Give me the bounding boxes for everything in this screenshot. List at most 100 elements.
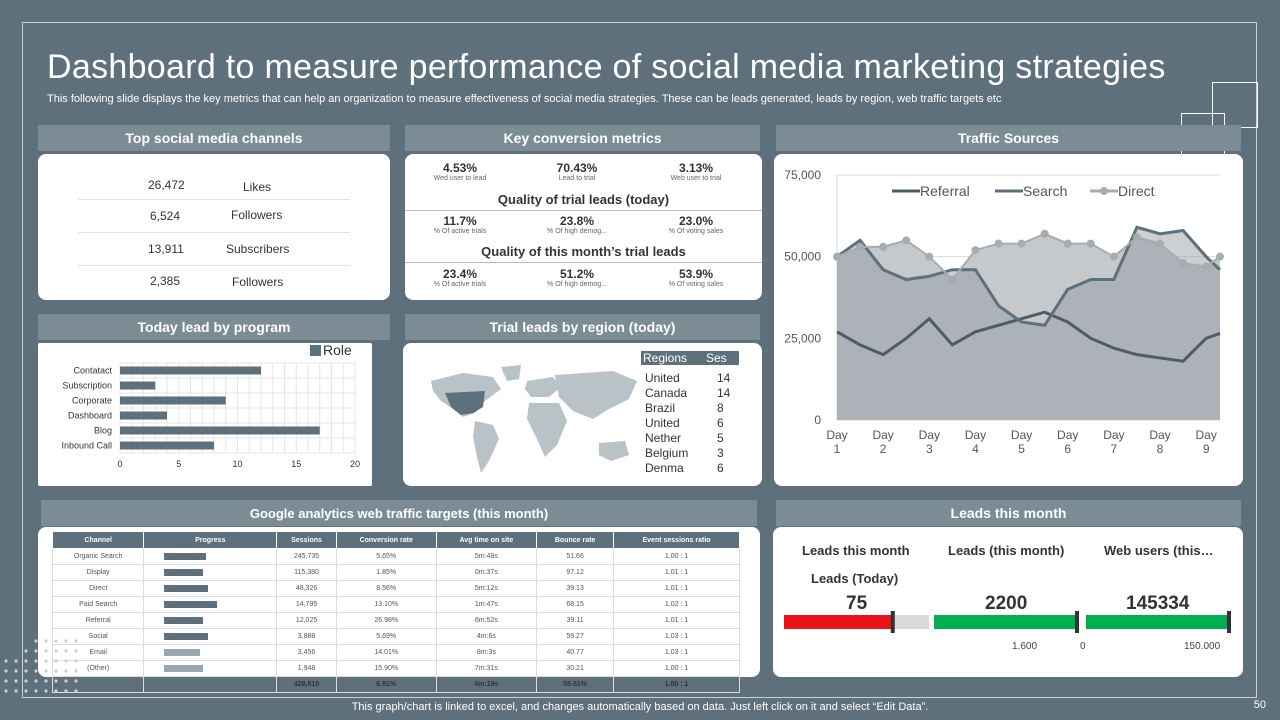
ga-bounce: 51.66 [536, 548, 615, 565]
traffic-card: 75,000 50,000 25,000 0 Day 1 Day 2 Day 3 Day 4 Day 5 D… [774, 154, 1243, 486]
bar [120, 396, 226, 405]
dot [64, 689, 68, 693]
table-row: (Other) 1,948 15.90% 7m:31s 30.21 1.00 : 1 [51, 660, 740, 677]
metric-value: 51.2% [559, 267, 595, 281]
ga-sessions: 12,025 [276, 612, 337, 629]
ga-progress [143, 596, 278, 613]
leads-label-2: Leads (this month) [948, 543, 1065, 558]
africa-shape [527, 403, 567, 457]
metric-caption: % Of voting sales [668, 281, 724, 288]
ga-ratio: 1.01 : 1 [613, 564, 740, 581]
dot [44, 659, 48, 663]
gauge-tick-b: 0 [1080, 641, 1086, 652]
ga-total-bounce: 55.61% [536, 676, 615, 693]
x-tick-label: 7 [1111, 442, 1118, 456]
x-tick-label: Day [826, 428, 847, 442]
ga-progress [143, 628, 278, 645]
social-row: 26,472 Likes [38, 168, 390, 200]
y-tick-label: 0 [814, 413, 821, 427]
dot [34, 639, 38, 643]
ga-conv: 8.56% [335, 580, 437, 597]
direct-point [856, 242, 865, 251]
series-line-referral [836, 310, 1221, 363]
dot [54, 649, 58, 653]
ga-ratio: 1.03 : 1 [613, 628, 740, 645]
metric: 53.9%% Of voting sales [641, 267, 751, 288]
page-number: 50 [1253, 699, 1266, 711]
progress-bar [164, 552, 207, 560]
ga-col-header: Sessions [276, 531, 337, 549]
x-tick-label: 4 [972, 442, 979, 456]
south-america-shape [473, 421, 499, 473]
ga-conv: 1.85% [335, 564, 437, 581]
footer-note: This graph/chart is linked to excel, and… [351, 701, 929, 713]
bar [120, 426, 320, 435]
dot [54, 659, 58, 663]
program-card: Contatact Subscription Corporate Dashboard B… [38, 343, 372, 486]
ga-conv: 5.65% [335, 548, 437, 565]
leads-label-3: Web users (this… [1104, 543, 1214, 558]
progress-bar [164, 600, 218, 608]
category-label: Contatact [73, 366, 112, 376]
dot [4, 659, 8, 663]
dot [54, 669, 58, 673]
social-row: 13,911 Subscribers [38, 233, 390, 265]
dot [54, 639, 58, 643]
ga-col-header: Event sessions ratio [613, 531, 740, 549]
metric-value: 11.7% [443, 214, 477, 228]
legend-label: Search [1023, 183, 1067, 199]
table-row: Email 3,456 14.01% 8m:3s 40.77 1.03 : 1 [51, 644, 740, 661]
progress-bar [164, 568, 204, 576]
ga-ratio: 1.00 : 1 [613, 548, 740, 565]
metric-value: 23.8% [559, 214, 595, 228]
divider [78, 199, 350, 200]
ga-progress [143, 564, 278, 581]
series-line-search [836, 225, 1222, 327]
ga-bounce: 30.21 [536, 660, 615, 677]
metric: 23.0%% Of voting sales [641, 214, 751, 235]
page-subtitle: This following slide displays the key me… [47, 93, 1002, 105]
x-tick-label: Day [1195, 428, 1216, 442]
ga-channel: Display [51, 564, 145, 581]
region-row: Belgium 3 [645, 446, 745, 460]
metric-value: 53.9% [678, 267, 714, 281]
metric-value: 4.53% [442, 161, 478, 175]
ga-channel: Paid Search [51, 596, 145, 613]
ga-avg: 7m:31s [435, 660, 538, 677]
dot [34, 659, 38, 663]
metric: 23.4%% Of active trials [405, 267, 515, 288]
y-tick-label: 50,000 [784, 250, 821, 264]
ga-table: Channel Progress Sessions Conversion rate Av… [51, 531, 740, 693]
ga-progress [143, 660, 278, 677]
social-label: Followers [232, 275, 284, 289]
x-tick-label: Day [1149, 428, 1170, 442]
gauge-tick-c: 150.000 [1184, 641, 1221, 652]
conversion-card: 4.53% Wed user to lead 70.43% Lead to tria… [405, 154, 762, 300]
x-tick-label: 15 [291, 459, 301, 469]
x-tick-label: 0 [117, 459, 122, 469]
asia-shape [555, 371, 637, 419]
traffic-header: Traffic Sources [776, 125, 1241, 151]
ga-sessions: 115,380 [276, 564, 337, 581]
gauge-marker [1075, 611, 1079, 633]
social-header: Top social media channels [38, 125, 390, 151]
dot [24, 669, 28, 673]
metric: 4.53% Wed user to lead [405, 161, 515, 182]
region-row: Denma 6 [645, 461, 745, 475]
metric-value: 3.13% [678, 161, 714, 175]
category-label: Blog [94, 426, 112, 436]
social-label: Subscribers [226, 242, 290, 256]
x-tick-label: 5 [1018, 442, 1025, 456]
gauge-marker [890, 611, 895, 633]
leads-header: Leads this month [776, 500, 1241, 526]
y-tick-label: 25,000 [784, 331, 821, 345]
region-value: 14 [717, 386, 731, 400]
dot [14, 659, 18, 663]
progress-bar [164, 584, 209, 592]
metric-caption: Wed user to lead [433, 175, 487, 182]
dot [44, 679, 48, 683]
table-row: Display 115,380 1.85% 0m:37s 97.12 1.01 : 1 [51, 564, 740, 581]
direct-point [1086, 239, 1095, 248]
leads-value-3: 145334 [1126, 593, 1190, 614]
region-row: Canada 14 [645, 386, 745, 400]
